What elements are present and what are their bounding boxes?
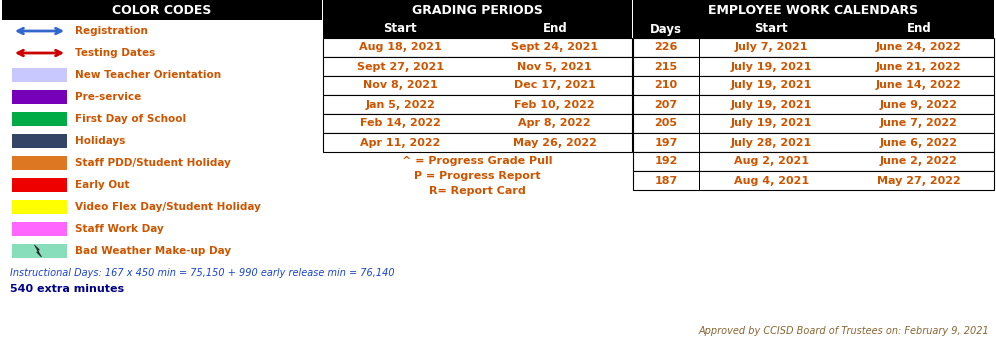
Bar	[323, 133, 632, 152]
Bar	[633, 76, 994, 95]
Text: 205: 205	[654, 119, 677, 128]
Text: ^ = Progress Grade Pull: ^ = Progress Grade Pull	[402, 156, 553, 166]
Text: First Day of School: First Day of School	[75, 114, 186, 124]
Text: Staff PDD/Student Holiday: Staff PDD/Student Holiday	[75, 158, 231, 168]
Text: 187: 187	[654, 176, 677, 186]
Bar	[633, 171, 994, 190]
Text: May 26, 2022: May 26, 2022	[513, 138, 597, 147]
Text: July 19, 2021: July 19, 2021	[731, 119, 812, 128]
Bar	[2, 0, 322, 20]
Text: May 27, 2022: May 27, 2022	[876, 176, 961, 186]
Text: July 19, 2021: July 19, 2021	[731, 100, 812, 109]
Text: Aug 4, 2021: Aug 4, 2021	[734, 176, 809, 186]
Text: July 19, 2021: July 19, 2021	[731, 81, 812, 90]
Bar	[633, 38, 994, 57]
Bar	[633, 133, 994, 152]
Bar	[323, 0, 632, 20]
Text: Aug 2, 2021: Aug 2, 2021	[734, 157, 809, 166]
Text: P = Progress Report: P = Progress Report	[414, 171, 541, 181]
Text: 540 extra minutes: 540 extra minutes	[10, 284, 124, 294]
Bar	[323, 114, 632, 133]
Text: Nov 8, 2021: Nov 8, 2021	[363, 81, 437, 90]
Text: Nov 5, 2021: Nov 5, 2021	[518, 62, 592, 71]
Bar	[12, 68, 67, 82]
Text: R= Report Card: R= Report Card	[429, 186, 526, 196]
Text: Bad Weather Make-up Day: Bad Weather Make-up Day	[75, 246, 231, 256]
Text: Start: Start	[383, 23, 417, 36]
Text: Holidays: Holidays	[75, 136, 125, 146]
Polygon shape	[35, 245, 42, 257]
Text: July 28, 2021: July 28, 2021	[731, 138, 812, 147]
Text: Apr 11, 2022: Apr 11, 2022	[361, 138, 440, 147]
Text: June 9, 2022: June 9, 2022	[879, 100, 958, 109]
Text: End: End	[543, 23, 567, 36]
Bar	[633, 152, 994, 171]
Text: June 6, 2022: June 6, 2022	[879, 138, 958, 147]
Text: Sept 24, 2021: Sept 24, 2021	[511, 43, 599, 52]
Bar	[633, 0, 994, 20]
Text: July 19, 2021: July 19, 2021	[731, 62, 812, 71]
Bar	[633, 57, 994, 76]
Text: Days: Days	[650, 23, 682, 36]
Bar	[633, 95, 994, 114]
Text: July 7, 2021: July 7, 2021	[735, 43, 808, 52]
Text: June 24, 2022: June 24, 2022	[875, 43, 962, 52]
Bar	[12, 222, 67, 236]
Text: EMPLOYEE WORK CALENDARS: EMPLOYEE WORK CALENDARS	[708, 4, 918, 17]
Text: June 21, 2022: June 21, 2022	[875, 62, 961, 71]
Bar	[12, 134, 67, 148]
Text: Staff Work Day: Staff Work Day	[75, 224, 163, 234]
Bar	[12, 112, 67, 126]
Bar	[323, 95, 632, 114]
Text: June 14, 2022: June 14, 2022	[875, 81, 962, 90]
Text: Pre-service: Pre-service	[75, 92, 141, 102]
Bar	[12, 156, 67, 170]
Text: GRADING PERIODS: GRADING PERIODS	[412, 4, 543, 17]
Text: Start: Start	[755, 23, 788, 36]
Bar	[633, 114, 994, 133]
Text: Sept 27, 2021: Sept 27, 2021	[357, 62, 444, 71]
Text: Early Out: Early Out	[75, 180, 129, 190]
Bar	[323, 76, 632, 95]
Text: Aug 18, 2021: Aug 18, 2021	[359, 43, 441, 52]
Text: Apr 8, 2022: Apr 8, 2022	[519, 119, 591, 128]
Text: New Teacher Orientation: New Teacher Orientation	[75, 70, 221, 80]
Text: 197: 197	[654, 138, 678, 147]
Text: June 7, 2022: June 7, 2022	[879, 119, 958, 128]
Bar	[12, 200, 67, 214]
Text: Approved by CCISD Board of Trustees on: February 9, 2021: Approved by CCISD Board of Trustees on: …	[698, 326, 989, 336]
Text: Testing Dates: Testing Dates	[75, 48, 155, 58]
Text: Feb 14, 2022: Feb 14, 2022	[360, 119, 440, 128]
Text: Feb 10, 2022: Feb 10, 2022	[515, 100, 595, 109]
Text: End: End	[906, 23, 931, 36]
Bar	[323, 38, 632, 57]
Text: 207: 207	[654, 100, 677, 109]
Text: 192: 192	[654, 157, 678, 166]
Text: Instructional Days: 167 x 450 min = 75,150 + 990 early release min = 76,140: Instructional Days: 167 x 450 min = 75,1…	[10, 268, 394, 278]
Bar	[323, 57, 632, 76]
Text: Registration: Registration	[75, 26, 147, 36]
Text: Dec 17, 2021: Dec 17, 2021	[514, 81, 596, 90]
Text: Video Flex Day/Student Holiday: Video Flex Day/Student Holiday	[75, 202, 261, 212]
Text: COLOR CODES: COLOR CODES	[113, 4, 212, 17]
Text: 226: 226	[654, 43, 678, 52]
Bar	[12, 90, 67, 104]
Text: 215: 215	[654, 62, 677, 71]
Bar	[12, 178, 67, 192]
Bar	[633, 20, 994, 38]
Bar	[323, 20, 632, 38]
Text: June 2, 2022: June 2, 2022	[879, 157, 958, 166]
Text: 210: 210	[654, 81, 677, 90]
Text: Jan 5, 2022: Jan 5, 2022	[366, 100, 435, 109]
Bar	[12, 244, 67, 258]
